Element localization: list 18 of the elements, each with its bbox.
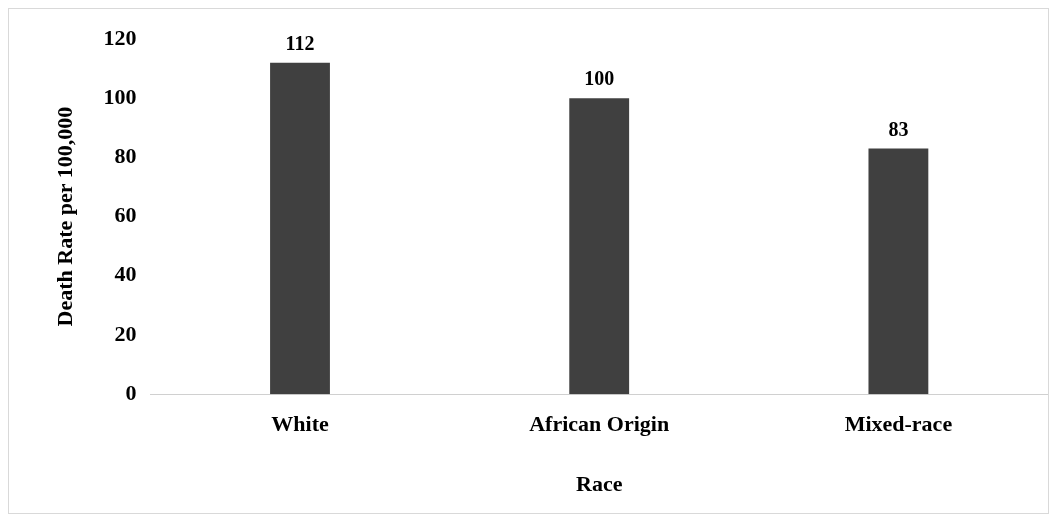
bar — [868, 148, 929, 395]
x-tick-label: African Origin — [529, 411, 670, 437]
x-axis-title: Race — [575, 471, 623, 497]
y-tick-label: 80 — [114, 143, 137, 169]
data-label: 100 — [584, 67, 615, 90]
y-tick-label: 0 — [125, 379, 137, 405]
y-tick-label: 40 — [114, 261, 137, 287]
data-label: 112 — [285, 31, 315, 54]
y-tick-label: 60 — [114, 202, 137, 228]
y-axis-title: Death Rate per 100,000 — [51, 106, 77, 327]
y-tick-label: 100 — [103, 83, 137, 109]
data-label: 83 — [888, 117, 909, 140]
y-tick-label: 20 — [114, 320, 137, 346]
y-tick-label: 120 — [103, 24, 137, 50]
bar — [569, 98, 630, 395]
bar — [270, 62, 330, 395]
x-tick-label: Mixed-race — [844, 411, 953, 437]
x-tick-label: White — [271, 411, 329, 437]
